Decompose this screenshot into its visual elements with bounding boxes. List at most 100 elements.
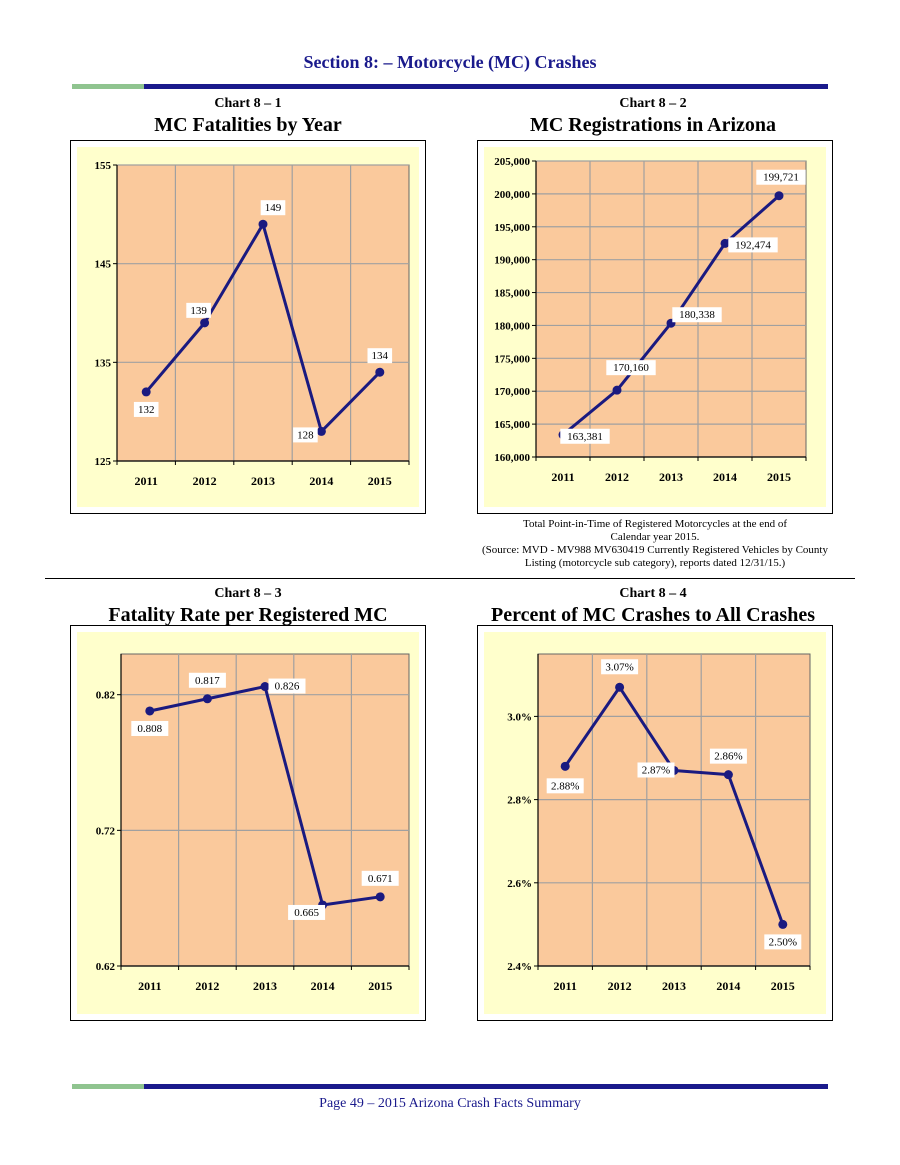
y-tick-label: 0.72 xyxy=(96,825,116,837)
chart-1-number: Chart 8 – 1 xyxy=(214,96,282,111)
chart-4-title: Percent of MC Crashes to All Crashes xyxy=(490,604,815,626)
x-tick-label: 2011 xyxy=(551,470,574,484)
y-tick-label: 180,000 xyxy=(494,320,530,332)
data-label: 199,721 xyxy=(763,172,799,184)
data-label: 170,160 xyxy=(613,362,649,374)
data-label: 3.07% xyxy=(605,661,633,673)
y-tick-label: 155 xyxy=(95,160,112,172)
data-point xyxy=(141,387,151,397)
x-tick-label: 2013 xyxy=(662,979,686,993)
y-tick-label: 170,000 xyxy=(494,386,530,398)
data-label-bg xyxy=(367,348,393,364)
chart-4-svg: 2.4% 2.6% 2.8% 3.0% 2011 2012 2013 2014 2015 2.88… xyxy=(484,632,826,1014)
data-label: 134 xyxy=(372,350,389,362)
page-footer: Page 49 – 2015 Arizona Crash Facts Summa… xyxy=(319,1096,581,1111)
data-point xyxy=(375,367,385,377)
chart-2-panel: 160,000 165,000 170,000 175,000 180,000 185,0… xyxy=(477,140,833,514)
data-label: 0.826 xyxy=(275,681,300,693)
data-point xyxy=(260,682,270,692)
data-point xyxy=(200,318,210,328)
data-label: 139 xyxy=(190,305,207,317)
data-label-bg xyxy=(186,302,211,318)
data-label-bg xyxy=(293,427,318,443)
data-label: 0.817 xyxy=(195,675,220,687)
y-tick-label: 2.4% xyxy=(507,961,532,973)
x-tick-label: 2015 xyxy=(368,474,392,488)
x-tick-label: 2015 xyxy=(771,979,795,993)
data-label-bg xyxy=(288,904,326,920)
plot-area xyxy=(120,653,410,967)
data-point xyxy=(774,191,784,201)
footer-rule xyxy=(72,1084,828,1089)
y-tick-label: 205,000 xyxy=(494,156,530,168)
x-tick-label: 2012 xyxy=(605,470,629,484)
data-label-bg xyxy=(361,870,399,886)
y-tick-label: 145 xyxy=(95,259,112,271)
data-point xyxy=(145,706,155,716)
data-label-bg xyxy=(606,360,656,376)
y-tick-label: 0.82 xyxy=(96,690,116,702)
data-label: 0.671 xyxy=(368,873,393,885)
x-tick-label: 2014 xyxy=(309,474,333,488)
chart-4-panel: 2.4% 2.6% 2.8% 3.0% 2011 2012 2013 2014 2015 2.88… xyxy=(477,625,833,1021)
data-label-bg xyxy=(764,934,802,950)
source-note-line-3: (Source: MVD - MV988 MV630419 Currently … xyxy=(482,544,828,556)
data-label-bg xyxy=(672,307,722,323)
plot-area xyxy=(537,653,811,967)
data-label: 180,338 xyxy=(679,309,715,321)
x-tick-label: 2011 xyxy=(135,474,158,488)
chart-4-number: Chart 8 – 4 xyxy=(619,586,687,601)
y-tick-label: 175,000 xyxy=(494,353,530,365)
data-point xyxy=(375,892,385,902)
data-label-bg xyxy=(560,428,610,444)
x-tick-label: 2015 xyxy=(767,470,791,484)
data-point xyxy=(778,919,788,929)
chart-3-panel: 0.62 0.72 0.82 2011 2012 2013 2014 2015 0.808 0.8… xyxy=(70,625,426,1021)
x-tick-label: 2014 xyxy=(311,979,335,993)
x-tick-label: 2013 xyxy=(253,979,277,993)
y-tick-label: 0.62 xyxy=(96,961,116,973)
y-tick-label: 2.8% xyxy=(507,795,532,807)
chart-1-title: MC Fatalities by Year xyxy=(154,114,342,136)
source-note-line-4: Listing (motorcycle sub category), repor… xyxy=(524,557,786,569)
chart-2-title: MC Registrations in Arizona xyxy=(529,114,777,136)
data-point xyxy=(723,770,733,780)
source-note-line-1: Total Point-in-Time of Registered Motorc… xyxy=(523,518,787,530)
data-label-bg xyxy=(728,237,778,253)
data-label: 163,381 xyxy=(567,431,603,443)
data-label: 0.808 xyxy=(137,723,162,735)
x-tick-label: 2011 xyxy=(138,979,161,993)
plot-area xyxy=(535,160,807,458)
y-tick-label: 165,000 xyxy=(494,419,530,431)
y-tick-label: 200,000 xyxy=(494,189,530,201)
x-tick-label: 2013 xyxy=(251,474,275,488)
data-label-bg xyxy=(756,169,806,185)
data-label: 192,474 xyxy=(735,239,771,251)
data-label-bg xyxy=(133,401,159,417)
x-tick-label: 2015 xyxy=(368,979,392,993)
data-label-bg xyxy=(268,678,306,694)
x-tick-label: 2012 xyxy=(195,979,219,993)
section-title: Section 8: – Motorcycle (MC) Crashes xyxy=(303,52,597,72)
data-label: 132 xyxy=(138,404,155,416)
chart-1-svg: 125 135 145 155 2011 2012 2013 2014 2015 132 139 14… xyxy=(77,147,419,507)
x-tick-label: 2012 xyxy=(193,474,217,488)
x-tick-label: 2013 xyxy=(659,470,683,484)
data-point xyxy=(612,385,622,395)
chart-3-number: Chart 8 – 3 xyxy=(214,586,282,601)
data-label-bg xyxy=(637,762,675,778)
y-tick-label: 190,000 xyxy=(494,255,530,267)
data-point xyxy=(615,682,625,692)
x-tick-label: 2012 xyxy=(608,979,632,993)
header-rule xyxy=(72,84,828,89)
source-note: Total Point-in-Time of Registered Motorc… xyxy=(455,518,855,570)
data-label: 149 xyxy=(265,202,282,214)
data-label-bg xyxy=(188,672,226,688)
data-label: 2.88% xyxy=(551,780,579,792)
data-label: 128 xyxy=(297,429,314,441)
y-tick-label: 160,000 xyxy=(494,452,530,464)
x-tick-label: 2014 xyxy=(713,470,737,484)
source-note-line-2: Calendar year 2015. xyxy=(610,531,700,543)
y-tick-label: 3.0% xyxy=(507,711,532,723)
data-label: 2.87% xyxy=(642,764,670,776)
